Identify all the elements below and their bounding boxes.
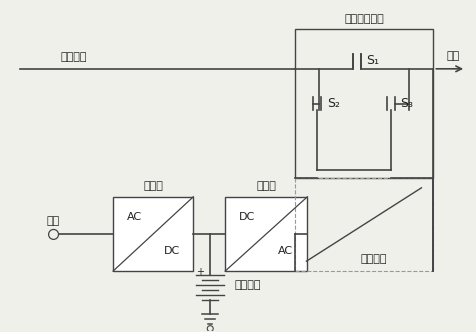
Text: 备用电源: 备用电源 (60, 52, 87, 62)
Bar (294, 29, 433, 178)
Text: DC: DC (238, 211, 255, 221)
Text: 负载: 负载 (446, 51, 459, 61)
Text: AC: AC (127, 211, 142, 221)
Text: 维修旁路开关: 维修旁路开关 (343, 14, 383, 24)
Text: S₃: S₃ (399, 97, 412, 110)
Bar (225, 197, 307, 271)
Text: S₂: S₂ (326, 97, 339, 110)
Text: DC: DC (163, 246, 179, 256)
Text: 静态开关: 静态开关 (360, 254, 387, 264)
Bar (113, 197, 193, 271)
Text: 蓄电池组: 蓄电池组 (234, 280, 261, 290)
Text: 整流器: 整流器 (143, 181, 163, 191)
Text: 逆变器: 逆变器 (256, 181, 276, 191)
Text: +: + (196, 267, 204, 277)
Text: 市电: 市电 (47, 215, 60, 225)
Text: S₁: S₁ (366, 54, 378, 67)
Text: AC: AC (278, 246, 293, 256)
